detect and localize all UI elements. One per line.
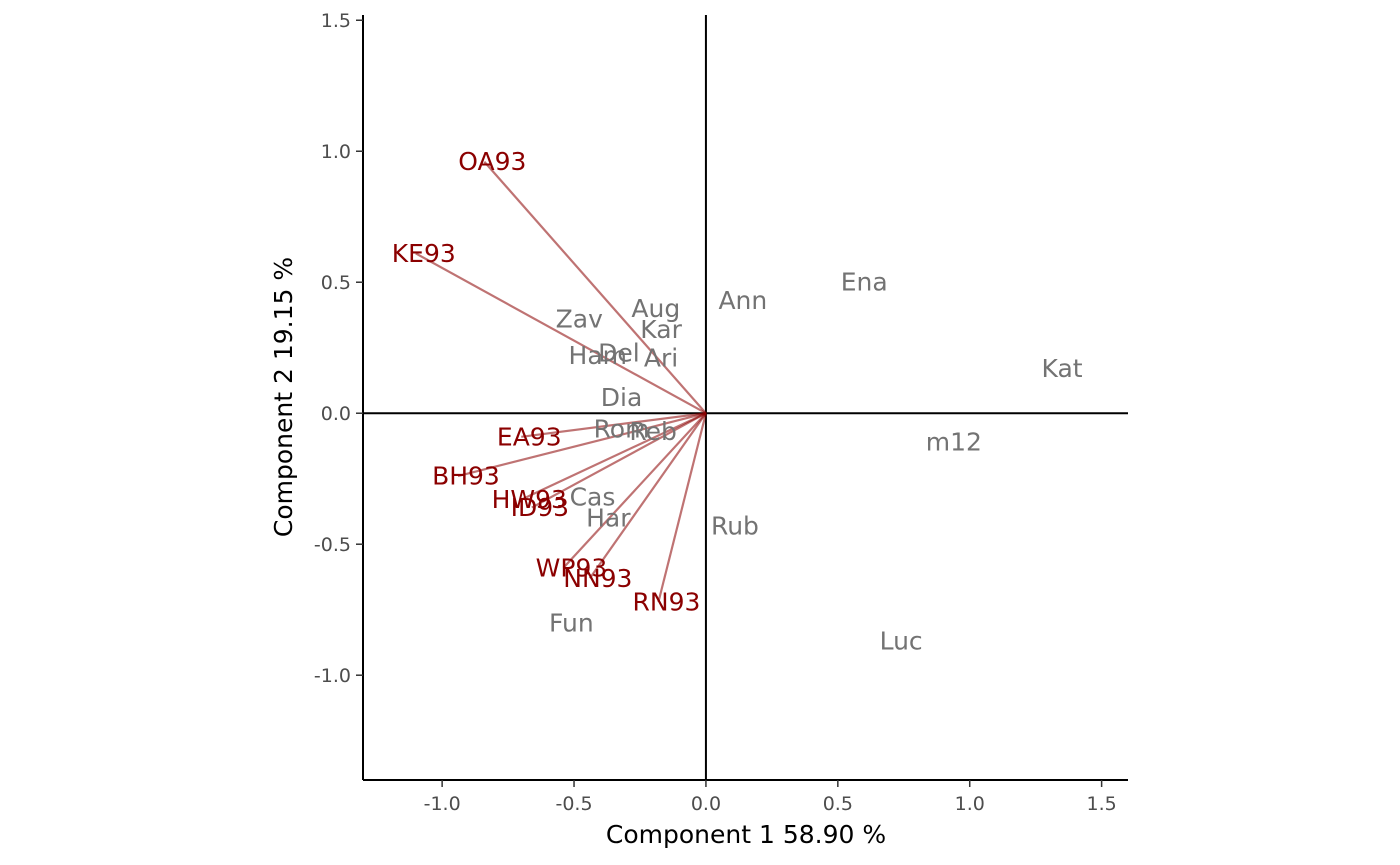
y-tick-label: 1.0 — [321, 141, 351, 163]
loading-label-hw93: HW93 — [492, 485, 567, 514]
y-tick-label: -0.5 — [314, 534, 351, 556]
y-tick-label: -1.0 — [314, 665, 351, 687]
score-label-ena: Ena — [841, 268, 888, 297]
loading-label-nn93: NN93 — [563, 564, 632, 593]
loading-label-ea93: EA93 — [497, 422, 562, 451]
score-label-har: Har — [586, 504, 631, 533]
loading-label-wp93: WP93 — [536, 553, 608, 582]
score-label-reb: Reb — [629, 417, 677, 446]
score-label-kar: Kar — [640, 315, 682, 344]
loading-vector-bh93 — [457, 412, 707, 478]
loading-vector-rn93 — [657, 412, 707, 603]
axes: -1.0 -0.5 0.0 0.5 1.0 1.5 -1.0 -0.5 0.0 0.5 1.0 1.5 — [314, 10, 1128, 815]
x-tick-label: 0.0 — [691, 793, 721, 815]
score-label-rub: Rub — [711, 511, 759, 540]
loading-vector-hw93 — [520, 412, 707, 501]
score-label-ham: Ham — [569, 341, 627, 370]
x-tick-label: 1.0 — [955, 793, 985, 815]
x-tick-label: 1.5 — [1087, 793, 1117, 815]
loading-label-id93: ID93 — [511, 493, 569, 522]
score-label-zav: Zav — [556, 304, 603, 333]
score-label-del: Del — [598, 338, 640, 367]
score-label-m12: m12 — [926, 428, 982, 457]
loading-label-ke93: KE93 — [392, 239, 456, 268]
score-label-ari: Ari — [644, 344, 678, 373]
loading-vector-oa93 — [483, 160, 707, 414]
loading-vector-ke93 — [415, 252, 707, 415]
score-label-ann: Ann — [718, 286, 767, 315]
score-label-rom: Rom — [594, 414, 650, 443]
loading-vector-nn93 — [588, 412, 707, 579]
score-label-fun: Fun — [549, 608, 594, 637]
y-tick-label: 0.5 — [321, 272, 351, 294]
loading-vectors — [415, 160, 707, 603]
loading-label-oa93: OA93 — [458, 147, 526, 176]
loading-vector-id93 — [531, 412, 707, 509]
y-axis-title: Component 2 19.15 % — [269, 257, 298, 537]
score-label-cas: Cas — [570, 483, 616, 512]
loading-vector-wp93 — [562, 412, 707, 569]
loading-label-rn93: RN93 — [633, 587, 701, 616]
loading-label-bh93: BH93 — [432, 462, 500, 491]
x-tick-label: -1.0 — [424, 793, 461, 815]
score-label-kat: Kat — [1042, 354, 1083, 383]
y-tick-label: 1.5 — [321, 10, 351, 32]
reference-lines — [363, 15, 1128, 780]
y-tick-label: 0.0 — [321, 403, 351, 425]
score-label-dia: Dia — [601, 383, 643, 412]
score-label-aug: Aug — [631, 294, 680, 323]
x-tick-label: 0.5 — [823, 793, 853, 815]
score-label-luc: Luc — [880, 627, 923, 656]
loading-vector-ea93 — [521, 412, 707, 438]
x-axis-title: Component 1 58.90 % — [606, 820, 886, 849]
x-tick-label: -0.5 — [555, 793, 592, 815]
